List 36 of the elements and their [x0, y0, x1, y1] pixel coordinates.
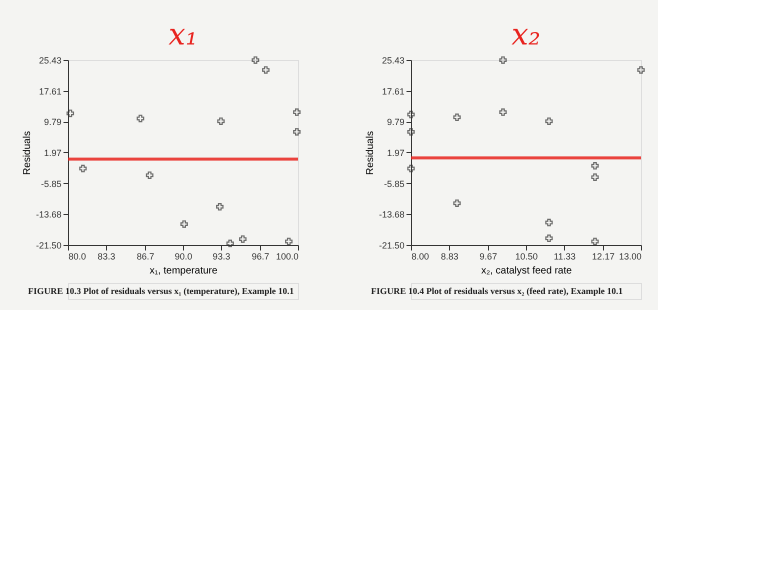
x-tick-label: 10.50 [515, 252, 538, 262]
x-tick-label: 8.00 [412, 252, 430, 262]
x-tick-label: 13.00 [618, 252, 642, 262]
y-tick-label: -21.50 [36, 240, 62, 250]
y-tick-label: 17.61 [382, 86, 404, 96]
caption: FIGURE 10.3 Plot of residuals versus x₁ (temperature), Example 10.1 [28, 286, 294, 296]
y-tick-label: -13.68 [36, 210, 62, 220]
chart-title: x₁ [168, 18, 198, 53]
y-tick-label: -13.68 [378, 210, 404, 220]
y-tick-label: 1.97 [44, 148, 62, 158]
x-tick-label: 12.17 [592, 252, 615, 262]
y-tick-label: 9.79 [386, 117, 404, 128]
y-axis-title: Residuals [364, 131, 376, 175]
x-axis-title: x₁, temperature [150, 266, 218, 276]
y-tick-label: -21.50 [378, 240, 404, 250]
y-axis-title: Residuals [22, 131, 33, 175]
y-tick-label: -5.85 [384, 178, 404, 189]
x-tick-label: 90.0 [174, 252, 192, 262]
y-tick-label: 9.79 [44, 117, 62, 128]
y-tick-label: 17.61 [38, 86, 62, 96]
x-tick-label: 11.33 [554, 252, 576, 262]
caption: FIGURE 10.4 Plot of residuals versus x₂ (feed rate), Example 10.1 [371, 286, 624, 296]
x-tick-label: 9.67 [480, 252, 498, 262]
x-tick-label: 100.0 [276, 252, 298, 262]
x-tick-label: 93.3 [212, 252, 230, 262]
y-tick-label: 1.97 [386, 148, 404, 158]
x-tick-label: 86.7 [136, 252, 154, 262]
y-tick-label: -5.85 [40, 178, 62, 189]
chart-title: x₂ [512, 18, 540, 53]
y-tick-label: 25.43 [38, 56, 62, 66]
y-tick-label: 25.43 [382, 56, 404, 66]
x-axis-title: x₂, catalyst feed rate [481, 266, 572, 276]
x-tick-label: 80.0 [68, 252, 86, 262]
x-tick-label: 96.7 [252, 252, 270, 262]
x-tick-label: 8.83 [440, 252, 458, 262]
x-tick-label: 83.3 [98, 252, 116, 262]
